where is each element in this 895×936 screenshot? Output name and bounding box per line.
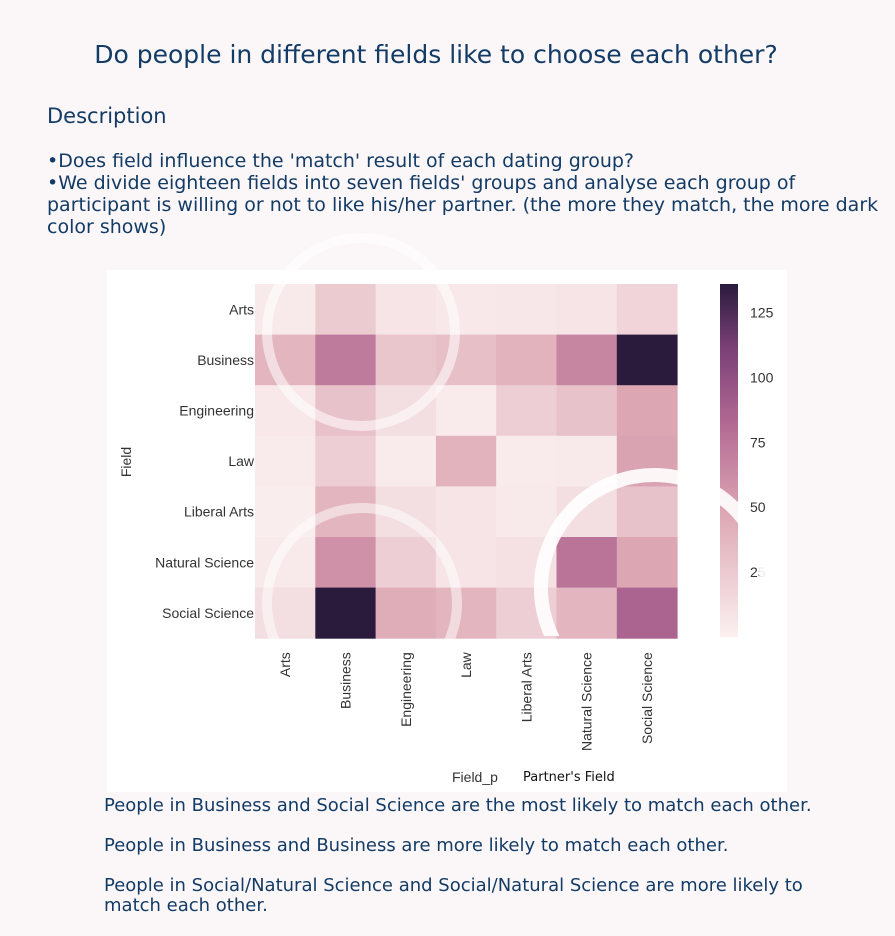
heatmap-cell	[496, 537, 557, 589]
heatmap-cell	[255, 587, 316, 639]
y-tick-label: Natural Science	[155, 554, 254, 570]
x-tick-label: Law	[458, 651, 474, 678]
heatmap-cell	[315, 284, 377, 336]
page-title: Do people in different fields like to ch…	[94, 40, 778, 69]
heatmap-cell	[315, 587, 377, 639]
heatmap-cell	[556, 435, 618, 487]
heatmap-cell	[435, 587, 497, 639]
x-tick-labels: Arts Business Engineering Law Liberal Arts Na…	[277, 651, 655, 751]
finding-text: People in Social/Natural Science and Soc…	[104, 875, 803, 916]
heatmap-cell	[435, 486, 497, 538]
heatmap-cell	[435, 537, 497, 589]
x-axis-label: Field_p	[452, 769, 498, 785]
heatmap-cell	[315, 385, 377, 437]
heatmap-cell	[435, 385, 497, 437]
x-tick-label: Engineering	[398, 652, 414, 727]
y-tick-labels: Arts Business Engineering Law Liberal Arts Na…	[155, 301, 255, 621]
heatmap-chart: Arts Business Engineering Law Liberal Arts Na…	[118, 284, 774, 785]
heatmap-cell	[435, 435, 497, 487]
heatmap-card: Arts Business Engineering Law Liberal Arts Na…	[107, 270, 787, 792]
heatmap-cell	[255, 537, 316, 589]
heatmap-cell	[496, 334, 557, 386]
heatmap-cell	[616, 284, 678, 336]
heatmap-cell	[496, 435, 557, 487]
heatmap-cell	[556, 385, 618, 437]
x-tick-label: Business	[338, 652, 354, 709]
heatmap-cell	[496, 284, 557, 336]
heatmap-cell	[496, 587, 557, 639]
colorbar-tick-label: 25	[750, 564, 766, 580]
heatmap-cell	[375, 334, 437, 386]
x-tick-label: Arts	[277, 652, 293, 677]
y-axis-label: Field	[118, 447, 134, 477]
heatmap-cell	[375, 537, 437, 589]
colorbar	[720, 284, 738, 637]
heatmap-cell	[556, 537, 618, 589]
y-tick-label: Law	[228, 453, 255, 469]
heatmap-cell	[556, 587, 618, 639]
heatmap-cell	[616, 334, 678, 386]
heatmap-cell	[315, 435, 377, 487]
colorbar-tick-label: 75	[750, 434, 766, 450]
heatmap-cell	[616, 587, 678, 639]
y-tick-label: Arts	[229, 301, 254, 317]
heatmap-cells	[255, 284, 678, 639]
y-tick-label: Social Science	[162, 605, 254, 621]
colorbar-tick-label: 50	[750, 499, 766, 515]
heatmap-cell	[375, 486, 437, 538]
heatmap-cell	[255, 385, 316, 437]
description-bullets: Does field influence the 'match' result …	[47, 150, 887, 238]
y-tick-label: Engineering	[179, 403, 254, 419]
description-heading: Description	[47, 104, 167, 128]
heatmap-cell	[435, 334, 497, 386]
finding-text: People in Business and Social Science ar…	[104, 795, 812, 816]
heatmap-cell	[255, 435, 316, 487]
heatmap-cell	[375, 587, 437, 639]
heatmap-cell	[616, 435, 678, 487]
y-tick-label: Business	[197, 352, 254, 368]
heatmap-cell	[255, 334, 316, 386]
finding-text: People in Business and Business are more…	[104, 835, 729, 856]
heatmap-cell	[435, 284, 497, 336]
bullet-item: Does field influence the 'match' result …	[47, 150, 887, 172]
x-tick-label: Liberal Arts	[518, 652, 534, 722]
bullet-item: We divide eighteen fields into seven fie…	[47, 172, 887, 238]
heatmap-cell	[496, 486, 557, 538]
heatmap-cell	[616, 385, 678, 437]
x-tick-label: Social Science	[639, 652, 655, 744]
heatmap-cell	[315, 334, 377, 386]
heatmap-cell	[375, 284, 437, 336]
heatmap-cell	[556, 284, 618, 336]
heatmap-cell	[616, 486, 678, 538]
colorbar-tick-label: 125	[750, 305, 774, 321]
heatmap-cell	[315, 537, 377, 589]
colorbar-tick-labels: 25 50 75 100 125	[750, 305, 774, 580]
heatmap-cell	[315, 486, 377, 538]
heatmap-cell	[255, 284, 316, 336]
findings: People in Business and Social Science ar…	[104, 796, 864, 936]
x-axis-note: Partner's Field	[523, 770, 615, 785]
y-tick-label: Liberal Arts	[184, 504, 254, 520]
heatmap-cell	[496, 385, 557, 437]
heatmap-cell	[255, 486, 316, 538]
heatmap-cell	[375, 385, 437, 437]
colorbar-tick-label: 100	[750, 369, 774, 385]
heatmap-cell	[616, 537, 678, 589]
x-tick-label: Natural Science	[579, 652, 595, 751]
heatmap-cell	[556, 486, 618, 538]
heatmap-cell	[375, 435, 437, 487]
heatmap-cell	[556, 334, 618, 386]
